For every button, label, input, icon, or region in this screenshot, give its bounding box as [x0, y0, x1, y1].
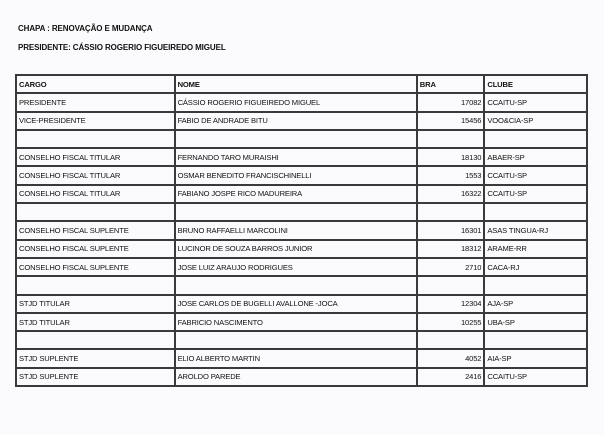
cell-nome — [173, 202, 418, 223]
cell-nome: ELIO ALBERTO MARTIN — [173, 348, 418, 369]
table-row: STJD SUPLENTE AROLDO PAREDE 2416 CCAITU-SP — [15, 366, 588, 388]
cell-cargo: STJD SUPLENTE — [15, 366, 176, 388]
presidente-title: PRESIDENTE: CÁSSIO ROGERIO FIGUEIREDO MI… — [18, 43, 226, 52]
cell-nome — [173, 330, 418, 351]
table-row: STJD TITULAR FABRICIO NASCIMENTO 10255 UBA-… — [15, 311, 588, 333]
cell-clube: ABAER-SP — [483, 147, 588, 168]
cell-bra: 16301 — [415, 220, 486, 241]
table-row: CONSELHO FISCAL SUPLENTE BRUNO RAFFAELLI … — [15, 220, 588, 241]
cell-cargo: CONSELHO FISCAL TITULAR — [15, 183, 176, 205]
cell-clube — [483, 128, 588, 150]
table-row — [15, 128, 588, 150]
cell-bra: 4052 — [415, 348, 486, 369]
cell-cargo — [15, 330, 176, 351]
cell-clube — [483, 202, 588, 223]
chapa-title: CHAPA : RENOVAÇÃO E MUDANÇA — [18, 24, 153, 33]
cell-cargo — [15, 128, 176, 150]
header-bra: BRA — [415, 73, 486, 95]
cell-bra — [415, 128, 486, 150]
cell-cargo: CONSELHO FISCAL SUPLENTE — [15, 256, 176, 278]
cell-clube — [483, 330, 588, 351]
table-row: CONSELHO FISCAL TITULAR FERNANDO TARO MUR… — [15, 147, 588, 168]
cell-cargo: STJD SUPLENTE — [15, 348, 176, 369]
cell-bra — [415, 330, 486, 351]
table-row: CONSELHO FISCAL SUPLENTE JOSE LUIZ ARAUJO… — [15, 256, 588, 278]
cell-cargo: CONSELHO FISCAL TITULAR — [15, 165, 176, 186]
cell-nome: FERNANDO TARO MURAISHI — [173, 147, 418, 168]
cell-clube: CCAITU-SP — [483, 366, 588, 388]
cell-cargo: STJD TITULAR — [15, 311, 176, 333]
cell-nome: FABIANO JOSPE RICO MADUREIRA — [173, 183, 418, 205]
cell-cargo: CONSELHO FISCAL SUPLENTE — [15, 220, 176, 241]
table-row: STJD SUPLENTE ELIO ALBERTO MARTIN 4052 AIA-… — [15, 348, 588, 369]
cell-cargo: CONSELHO FISCAL TITULAR — [15, 147, 176, 168]
table-row: CONSELHO FISCAL TITULAR OSMAR BENEDITO FR… — [15, 165, 588, 186]
cell-cargo — [15, 275, 176, 296]
cell-clube: CCAITU-SP — [483, 165, 588, 186]
cell-clube: UBA-SP — [483, 311, 588, 333]
cell-cargo: PRESIDENTE — [15, 92, 176, 113]
cell-cargo: STJD TITULAR — [15, 293, 176, 314]
cell-clube: AJA-SP — [483, 293, 588, 314]
cell-clube: CCAITU-SP — [483, 183, 588, 205]
cell-bra: 15456 — [415, 110, 486, 131]
cell-bra: 12304 — [415, 293, 486, 314]
cell-nome: JOSE LUIZ ARAUJO RODRIGUES — [173, 256, 418, 278]
cell-nome — [173, 275, 418, 296]
candidates-table: CARGO NOME BRA CLUBE PRESIDENTE CÁSSIO RO… — [15, 73, 588, 388]
cell-clube: VOO&CIA-SP — [483, 110, 588, 131]
cell-cargo: VICE-PRESIDENTE — [15, 110, 176, 131]
cell-bra — [415, 275, 486, 296]
cell-nome: OSMAR BENEDITO FRANCISCHINELLI — [173, 165, 418, 186]
cell-clube: ASAS TINGUA-RJ — [483, 220, 588, 241]
table-row: STJD TITULAR JOSE CARLOS DE BUGELLI AVALL… — [15, 293, 588, 314]
cell-nome: FABRICIO NASCIMENTO — [173, 311, 418, 333]
cell-clube: CCAITU-SP — [483, 92, 588, 113]
table-row: VICE-PRESIDENTE FABIO DE ANDRADE BITU 1545… — [15, 110, 588, 131]
cell-nome: LUCINOR DE SOUZA BARROS JUNIOR — [173, 238, 418, 259]
cell-cargo — [15, 202, 176, 223]
cell-bra: 16322 — [415, 183, 486, 205]
cell-cargo: CONSELHO FISCAL SUPLENTE — [15, 238, 176, 259]
cell-nome: CÁSSIO ROGERIO FIGUEIREDO MIGUEL — [173, 92, 418, 113]
table-row — [15, 202, 588, 223]
cell-clube: CACA-RJ — [483, 256, 588, 278]
cell-bra: 2416 — [415, 366, 486, 388]
table-row — [15, 275, 588, 296]
table-row: CONSELHO FISCAL SUPLENTE LUCINOR DE SOUZA… — [15, 238, 588, 259]
cell-bra — [415, 202, 486, 223]
cell-clube: ARAME-RR — [483, 238, 588, 259]
header-clube: CLUBE — [483, 73, 588, 95]
cell-nome — [173, 128, 418, 150]
cell-clube: AIA-SP — [483, 348, 588, 369]
cell-nome: FABIO DE ANDRADE BITU — [173, 110, 418, 131]
cell-bra: 18130 — [415, 147, 486, 168]
table-row: PRESIDENTE CÁSSIO ROGERIO FIGUEIREDO MIGU… — [15, 92, 588, 113]
cell-bra: 18312 — [415, 238, 486, 259]
cell-bra: 2710 — [415, 256, 486, 278]
cell-bra: 1553 — [415, 165, 486, 186]
header-cargo: CARGO — [15, 73, 176, 95]
table-row: CONSELHO FISCAL TITULAR FABIANO JOSPE RIC… — [15, 183, 588, 205]
header-nome: NOME — [173, 73, 418, 95]
cell-nome: JOSE CARLOS DE BUGELLI AVALLONE -JOCA — [173, 293, 418, 314]
cell-bra: 10255 — [415, 311, 486, 333]
cell-nome: BRUNO RAFFAELLI MARCOLINI — [173, 220, 418, 241]
cell-nome: AROLDO PAREDE — [173, 366, 418, 388]
table-row — [15, 330, 588, 351]
cell-clube — [483, 275, 588, 296]
cell-bra: 17082 — [415, 92, 486, 113]
table-header-row: CARGO NOME BRA CLUBE — [15, 73, 588, 95]
